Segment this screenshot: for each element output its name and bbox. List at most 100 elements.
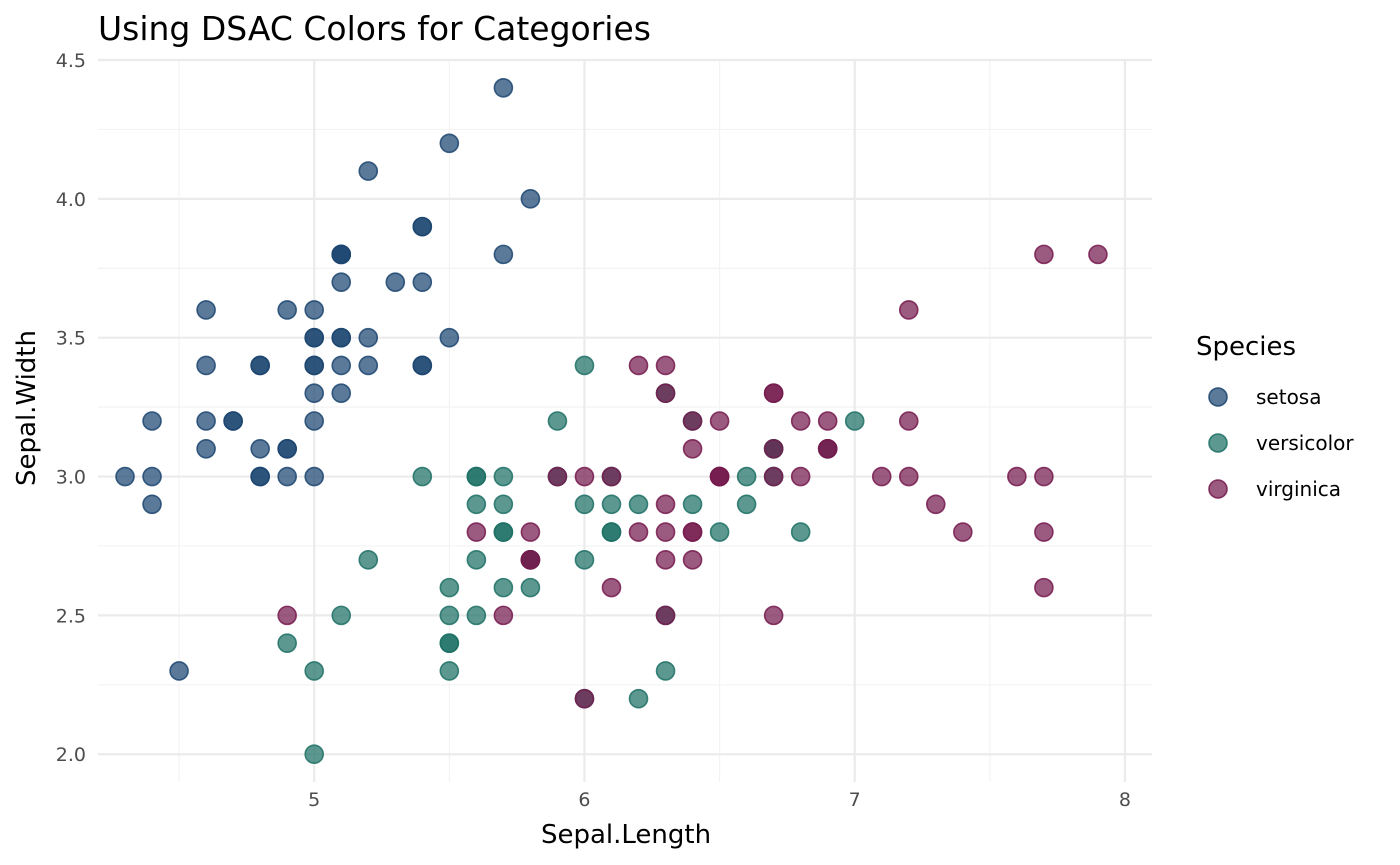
point-setosa [412,216,433,237]
point-versicolor [601,522,622,542]
point-virginica [898,300,919,320]
point-setosa [304,466,325,487]
point-versicolor [466,550,487,570]
point-virginica [898,411,919,431]
y-tick-label: 2.0 [56,744,86,766]
point-versicolor [493,466,514,487]
point-versicolor [439,577,460,598]
legend-title: Species [1196,332,1296,362]
point-virginica [817,438,838,459]
x-tick-label: 8 [1119,789,1131,811]
legend-swatch-setosa [1208,387,1228,407]
point-versicolor [466,494,487,515]
point-virginica [763,438,784,459]
point-setosa [412,272,433,292]
point-virginica [655,355,676,376]
point-versicolor [493,577,514,598]
point-setosa [142,411,162,431]
data-points [115,77,1108,765]
point-setosa [358,327,379,348]
point-virginica [655,383,676,404]
point-versicolor [493,522,514,542]
point-setosa [196,355,216,376]
point-virginica [898,466,919,487]
chart-title: Using DSAC Colors for Categories [98,9,651,48]
point-virginica [871,466,892,487]
point-versicolor [601,494,622,515]
point-virginica [790,466,811,487]
point-setosa [493,244,514,265]
point-virginica [520,522,541,542]
point-setosa [331,383,352,404]
point-setosa [169,661,189,681]
point-versicolor [493,494,514,515]
point-virginica [925,494,946,515]
point-setosa [304,383,325,404]
point-versicolor [412,466,433,487]
legend-label-setosa: setosa [1256,385,1321,409]
point-versicolor [709,522,730,542]
legend-label-virginica: virginica [1256,477,1341,501]
point-virginica [466,522,487,542]
point-virginica [1034,577,1054,598]
point-setosa [304,411,325,431]
point-virginica [520,550,541,570]
point-versicolor [304,661,325,681]
y-tick-label: 2.5 [56,605,86,627]
legend-swatch-versicolor [1208,433,1228,453]
point-setosa [304,355,325,376]
y-tick-label: 4.0 [56,189,86,211]
point-virginica [628,355,649,376]
point-virginica [655,550,676,570]
point-setosa [331,327,352,348]
legend: Species setosa versicolor virginica [1196,332,1354,501]
point-versicolor [574,494,595,515]
point-virginica [817,411,838,431]
point-virginica [1034,244,1054,265]
point-setosa [142,466,162,487]
y-tick-label: 3.0 [56,467,86,489]
point-setosa [520,189,541,209]
point-setosa [493,77,514,98]
point-versicolor [439,661,460,681]
point-setosa [277,300,297,320]
y-axis-title: Sepal.Width [12,330,42,486]
point-setosa [277,438,297,459]
point-setosa [196,411,216,431]
point-virginica [763,383,784,404]
point-versicolor [331,605,352,626]
y-tick-label: 4.5 [56,50,86,72]
point-setosa [304,300,325,320]
point-setosa [439,133,460,154]
point-setosa [412,355,433,376]
point-versicolor [358,550,379,570]
point-setosa [250,355,270,376]
point-versicolor [844,411,865,431]
point-setosa [250,438,270,459]
point-versicolor [682,494,703,515]
point-virginica [1007,466,1027,487]
point-setosa [223,411,243,431]
point-versicolor [547,411,568,431]
point-versicolor [439,633,460,653]
point-versicolor [520,577,541,598]
point-versicolor [574,550,595,570]
x-tick-label: 7 [849,789,861,811]
point-virginica [709,466,730,487]
point-setosa [331,355,352,376]
point-virginica [763,605,784,626]
point-versicolor [439,605,460,626]
point-versicolor [304,744,325,765]
y-axis-ticks: 2.0 2.5 3.0 3.5 4.0 4.5 [56,50,86,766]
point-versicolor [790,522,811,542]
point-virginica [953,522,973,542]
point-setosa [358,355,379,376]
point-virginica [709,411,730,431]
point-versicolor [736,466,757,487]
point-setosa [331,244,352,265]
point-virginica [682,438,703,459]
point-setosa [331,272,352,292]
x-tick-label: 6 [578,789,590,811]
point-virginica [493,605,514,626]
